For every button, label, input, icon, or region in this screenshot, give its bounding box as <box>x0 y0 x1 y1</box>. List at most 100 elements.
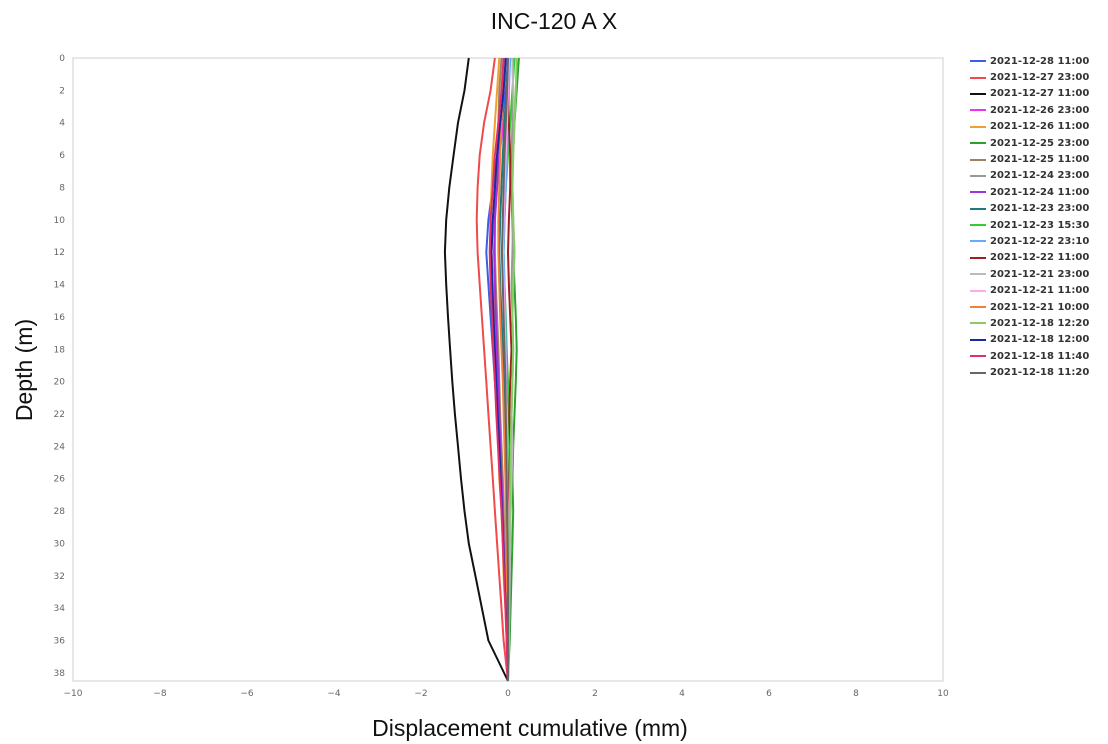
legend-label: 2021-12-25 23:00 <box>990 137 1090 149</box>
legend-label: 2021-12-22 23:10 <box>990 235 1090 247</box>
series-line <box>488 57 509 682</box>
y-tick-label: 36 <box>54 637 66 647</box>
legend-label: 2021-12-18 11:20 <box>990 367 1090 379</box>
legend-label: 2021-12-26 23:00 <box>990 104 1090 116</box>
legend-swatch <box>970 191 986 194</box>
y-tick-label: 4 <box>59 119 65 129</box>
x-tick-label: 0 <box>505 689 511 699</box>
legend-label: 2021-12-18 12:20 <box>990 317 1090 329</box>
legend-item[interactable]: 2021-12-18 12:20 <box>970 315 1108 331</box>
legend-swatch <box>970 273 986 276</box>
legend-swatch <box>970 60 986 63</box>
y-tick-label: 20 <box>54 378 66 388</box>
legend-label: 2021-12-21 11:00 <box>990 285 1090 297</box>
y-tick-label: 26 <box>54 475 66 485</box>
legend-swatch <box>970 158 986 161</box>
y-tick-label: 16 <box>54 313 66 323</box>
legend-label: 2021-12-18 12:00 <box>990 334 1090 346</box>
legend-swatch <box>970 371 986 374</box>
x-tick-label: −6 <box>240 689 254 699</box>
y-tick-label: 8 <box>59 183 65 193</box>
legend-item[interactable]: 2021-12-21 23:00 <box>970 266 1108 282</box>
legend-label: 2021-12-21 10:00 <box>990 301 1090 313</box>
y-axis-label: Depth (m) <box>11 319 37 421</box>
y-tick-label: 12 <box>54 248 65 258</box>
legend-item[interactable]: 2021-12-18 11:20 <box>970 364 1108 380</box>
legend-item[interactable]: 2021-12-28 11:00 <box>970 53 1108 69</box>
legend-item[interactable]: 2021-12-27 11:00 <box>970 86 1108 102</box>
y-tick-label: 38 <box>54 669 66 679</box>
x-tick-label: −4 <box>327 689 341 699</box>
y-tick-label: 2 <box>59 86 65 96</box>
x-axis-label: Displacement cumulative (mm) <box>372 715 688 741</box>
x-axis-ticks: −10 −8 −6 −4 −2 0 2 4 6 8 10 <box>64 689 949 699</box>
y-tick-label: 0 <box>59 54 65 64</box>
legend-item[interactable]: 2021-12-18 12:00 <box>970 332 1108 348</box>
legend-item[interactable]: 2021-12-22 11:00 <box>970 250 1108 266</box>
legend-item[interactable]: 2021-12-26 11:00 <box>970 119 1108 135</box>
y-tick-label: 6 <box>59 151 65 161</box>
legend-item[interactable]: 2021-12-21 11:00 <box>970 282 1108 298</box>
x-tick-label: −8 <box>153 689 167 699</box>
x-tick-label: −10 <box>64 689 83 699</box>
y-tick-label: 30 <box>54 539 66 549</box>
legend-label: 2021-12-26 11:00 <box>990 121 1090 133</box>
series-line <box>443 57 509 682</box>
y-tick-label: 22 <box>54 410 65 420</box>
legend-item[interactable]: 2021-12-25 23:00 <box>970 135 1108 151</box>
y-tick-label: 18 <box>54 345 66 355</box>
x-tick-label: 6 <box>766 689 772 699</box>
y-tick-label: 14 <box>54 281 66 291</box>
legend-swatch <box>970 142 986 145</box>
legend-item[interactable]: 2021-12-24 23:00 <box>970 168 1108 184</box>
legend-item[interactable]: 2021-12-23 15:30 <box>970 217 1108 233</box>
legend-label: 2021-12-24 11:00 <box>990 186 1090 198</box>
legend-swatch <box>970 224 986 227</box>
chart-svg: −10 −8 −6 −4 −2 0 2 4 6 8 10 024681012141618202224… <box>11 54 949 741</box>
legend-swatch <box>970 240 986 243</box>
legend-swatch <box>970 92 986 95</box>
legend-label: 2021-12-24 23:00 <box>990 170 1090 182</box>
x-tick-label: −2 <box>414 689 427 699</box>
legend-label: 2021-12-23 15:30 <box>990 219 1090 231</box>
legend-label: 2021-12-23 23:00 <box>990 203 1090 215</box>
y-tick-label: 28 <box>54 507 66 517</box>
legend-item[interactable]: 2021-12-26 23:00 <box>970 102 1108 118</box>
x-tick-label: 10 <box>937 689 949 699</box>
legend-swatch <box>970 338 986 341</box>
series-line <box>507 57 518 682</box>
legend-swatch <box>970 109 986 112</box>
legend-swatch <box>970 125 986 128</box>
legend-swatch <box>970 306 986 309</box>
legend-swatch <box>970 207 986 210</box>
legend-item[interactable]: 2021-12-24 11:00 <box>970 184 1108 200</box>
legend-swatch <box>970 76 986 79</box>
legend-item[interactable]: 2021-12-27 23:00 <box>970 69 1108 85</box>
chart-title: INC-120 A X <box>490 8 618 34</box>
legend-swatch <box>970 174 986 177</box>
x-tick-label: 8 <box>853 689 859 699</box>
legend-label: 2021-12-25 11:00 <box>990 154 1090 166</box>
legend-item[interactable]: 2021-12-18 11:40 <box>970 348 1108 364</box>
legend-item[interactable]: 2021-12-23 23:00 <box>970 201 1108 217</box>
legend-swatch <box>970 322 986 325</box>
y-tick-label: 10 <box>54 216 66 226</box>
legend-label: 2021-12-18 11:40 <box>990 350 1090 362</box>
y-tick-label: 32 <box>54 572 65 582</box>
series-line <box>497 57 509 682</box>
legend-label: 2021-12-28 11:00 <box>990 55 1090 67</box>
y-tick-label: 24 <box>54 442 66 452</box>
legend-item[interactable]: 2021-12-21 10:00 <box>970 299 1108 315</box>
x-tick-label: 4 <box>679 689 685 699</box>
x-tick-label: 2 <box>592 689 598 699</box>
legend: 2021-12-28 11:00 2021-12-27 23:00 2021-12-… <box>970 53 1108 381</box>
series-lines <box>443 57 520 682</box>
legend-swatch <box>970 289 986 292</box>
legend-item[interactable]: 2021-12-22 23:10 <box>970 233 1108 249</box>
legend-label: 2021-12-27 23:00 <box>990 72 1090 84</box>
y-tick-label: 34 <box>54 604 66 614</box>
legend-label: 2021-12-22 11:00 <box>990 252 1090 264</box>
legend-swatch <box>970 256 986 259</box>
legend-item[interactable]: 2021-12-25 11:00 <box>970 151 1108 167</box>
